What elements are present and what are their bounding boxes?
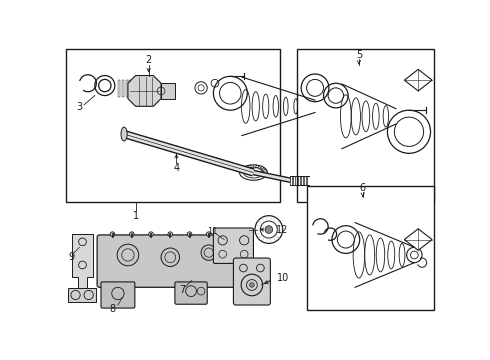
Circle shape bbox=[249, 283, 254, 287]
Circle shape bbox=[149, 232, 153, 237]
Circle shape bbox=[168, 232, 172, 237]
Bar bbox=[307, 186, 434, 310]
Bar bbox=[129, 80, 132, 97]
Polygon shape bbox=[72, 234, 93, 288]
Text: 4: 4 bbox=[173, 163, 179, 173]
FancyBboxPatch shape bbox=[101, 282, 135, 308]
Text: 1: 1 bbox=[133, 211, 139, 221]
Circle shape bbox=[265, 226, 273, 233]
Ellipse shape bbox=[121, 127, 127, 141]
Bar bbox=[133, 80, 136, 97]
Text: 8: 8 bbox=[109, 304, 116, 314]
Polygon shape bbox=[68, 288, 97, 302]
Polygon shape bbox=[128, 76, 161, 106]
Text: 9: 9 bbox=[69, 252, 75, 262]
Text: 7: 7 bbox=[179, 285, 185, 294]
Bar bbox=[141, 80, 143, 97]
Polygon shape bbox=[404, 229, 432, 250]
FancyBboxPatch shape bbox=[214, 228, 253, 264]
Bar bbox=[137, 80, 140, 97]
FancyBboxPatch shape bbox=[233, 258, 270, 305]
Bar bbox=[66, 49, 280, 202]
FancyBboxPatch shape bbox=[175, 282, 207, 304]
Circle shape bbox=[206, 232, 211, 237]
Text: 6: 6 bbox=[360, 183, 366, 193]
Bar bbox=[118, 80, 120, 97]
Bar bbox=[297, 49, 435, 202]
Bar bbox=[122, 80, 124, 97]
Text: 12: 12 bbox=[276, 225, 288, 235]
Text: 3: 3 bbox=[76, 102, 82, 112]
Bar bbox=[149, 80, 151, 97]
Circle shape bbox=[129, 232, 134, 237]
Bar bbox=[161, 83, 175, 99]
Text: 5: 5 bbox=[356, 50, 362, 60]
Text: 10: 10 bbox=[276, 273, 289, 283]
Text: 11: 11 bbox=[207, 226, 218, 235]
Bar bbox=[145, 80, 147, 97]
Circle shape bbox=[187, 232, 192, 237]
Circle shape bbox=[110, 232, 115, 237]
Bar bbox=[125, 80, 128, 97]
Polygon shape bbox=[404, 69, 432, 91]
FancyBboxPatch shape bbox=[97, 235, 237, 287]
Text: 2: 2 bbox=[146, 55, 152, 65]
